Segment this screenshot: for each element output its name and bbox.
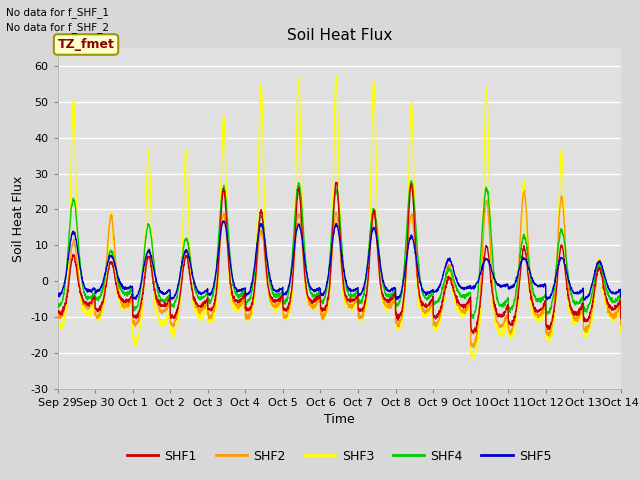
X-axis label: Time: Time <box>324 413 355 426</box>
Text: No data for f_SHF_2: No data for f_SHF_2 <box>6 22 109 33</box>
Y-axis label: Soil Heat Flux: Soil Heat Flux <box>12 175 25 262</box>
Text: TZ_fmet: TZ_fmet <box>58 38 115 51</box>
Title: Soil Heat Flux: Soil Heat Flux <box>287 28 392 43</box>
Text: No data for f_SHF_1: No data for f_SHF_1 <box>6 7 109 18</box>
Legend: SHF1, SHF2, SHF3, SHF4, SHF5: SHF1, SHF2, SHF3, SHF4, SHF5 <box>122 445 556 468</box>
